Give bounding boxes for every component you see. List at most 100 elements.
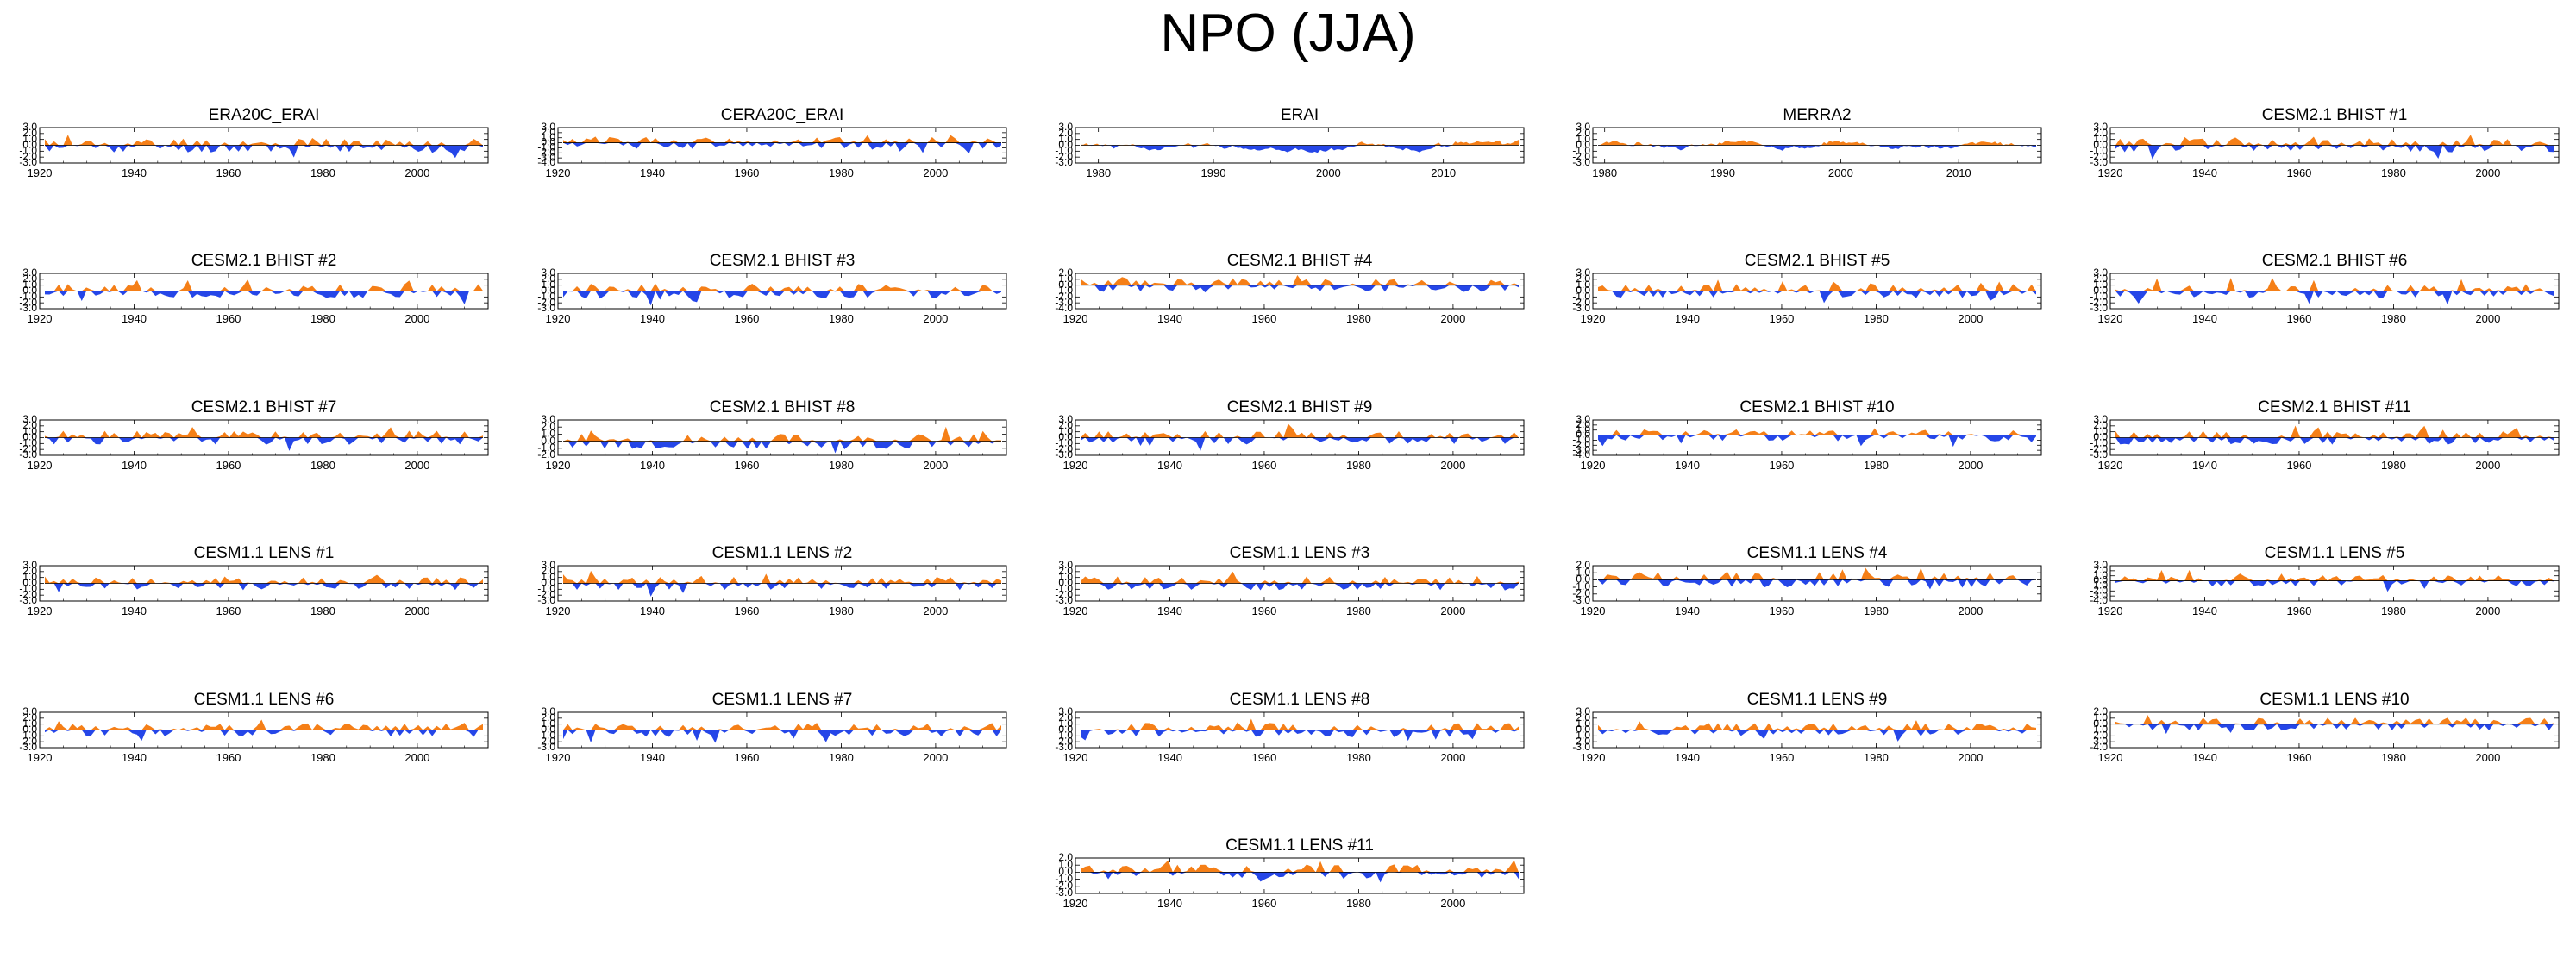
y-tick-label: 0.0 bbox=[1576, 429, 1590, 441]
x-tick-label: 1920 bbox=[2098, 751, 2123, 764]
positive-anomaly-area bbox=[1081, 423, 1519, 438]
y-tick-label: -2.0 bbox=[2090, 150, 2108, 162]
y-tick-label: -3.0 bbox=[19, 741, 37, 753]
y-tick-label: 1.0 bbox=[2093, 569, 2108, 581]
panel-title: CESM1.1 LENS #10 bbox=[2259, 691, 2409, 709]
x-tick-label: 1940 bbox=[640, 312, 665, 325]
x-tick-label: 2000 bbox=[1440, 897, 1465, 910]
x-tick-label: 1940 bbox=[2192, 459, 2217, 472]
y-tick-label: -1.0 bbox=[2090, 145, 2108, 157]
y-tick-label: 2.0 bbox=[22, 711, 37, 724]
y-tick-label: 0.0 bbox=[541, 724, 555, 736]
y-tick-label: 3.0 bbox=[541, 705, 555, 717]
x-tick-label: 1960 bbox=[734, 751, 759, 764]
x-tick-label: 1960 bbox=[216, 312, 241, 325]
panel-10: CESM2.1 BHIST #6 3.02.01.00.0-1.0-2.0-3.0… bbox=[2090, 252, 2560, 325]
negative-anomaly-area bbox=[45, 145, 483, 159]
panel-26: CESM1.1 LENS #11 2.01.00.0-1.0-2.0-3.0192… bbox=[1055, 836, 1525, 910]
x-tick-label: 1980 bbox=[2381, 312, 2406, 325]
x-tick-label: 1920 bbox=[28, 605, 53, 617]
y-tick-label: 1.0 bbox=[1058, 717, 1073, 730]
x-tick-label: 2000 bbox=[404, 605, 429, 617]
y-tick-label: 3.0 bbox=[541, 413, 555, 425]
panel-22: CESM1.1 LENS #73.02.01.00.0-1.0-2.0-3.01… bbox=[537, 691, 1007, 764]
panel-title: CESM1.1 LENS #7 bbox=[712, 691, 853, 709]
x-tick-label: 1920 bbox=[1063, 897, 1088, 910]
y-tick-label: -2.0 bbox=[537, 146, 555, 158]
x-tick-label: 1980 bbox=[2381, 166, 2406, 179]
y-tick-label: -1.0 bbox=[2090, 437, 2108, 449]
y-tick-label: 0.0 bbox=[1058, 866, 1073, 878]
x-tick-label: 1980 bbox=[1086, 166, 1111, 179]
positive-anomaly-area bbox=[1598, 567, 2036, 580]
panel-title: MERRA2 bbox=[1783, 106, 1851, 124]
y-tick-label: 2.0 bbox=[22, 127, 37, 139]
x-tick-label: 1980 bbox=[829, 166, 854, 179]
y-tick-label: 1.0 bbox=[1576, 566, 1590, 578]
x-tick-label: 1920 bbox=[28, 312, 53, 325]
panel-23: CESM1.1 LENS #83.02.01.00.0-1.0-2.0-3.01… bbox=[1055, 691, 1525, 764]
y-tick-label: -1.0 bbox=[1572, 145, 1590, 157]
x-tick-label: 1960 bbox=[2286, 459, 2311, 472]
panel-title: CESM2.1 BHIST #8 bbox=[710, 398, 856, 417]
y-tick-label: 2.0 bbox=[541, 565, 555, 577]
positive-anomaly-area bbox=[45, 427, 483, 438]
y-tick-label: 3.0 bbox=[2093, 559, 2108, 571]
y-tick-label: 1.0 bbox=[1058, 858, 1073, 870]
y-tick-label: -1.0 bbox=[19, 291, 37, 303]
positive-anomaly-area bbox=[45, 135, 483, 146]
panel-13: CESM2.1 BHIST #9 3.02.01.00.0-1.0-2.0-3.0… bbox=[1055, 398, 1525, 472]
y-tick-label: 0.0 bbox=[1576, 285, 1590, 297]
y-tick-label: 0.0 bbox=[1058, 139, 1073, 151]
y-tick-label: -3.0 bbox=[19, 448, 37, 460]
panel-9: CESM2.1 BHIST #5 3.02.01.00.0-1.0-2.0-3.0… bbox=[1572, 252, 2042, 325]
x-tick-label: 1980 bbox=[310, 166, 335, 179]
x-tick-label: 2000 bbox=[1440, 605, 1465, 617]
negative-anomaly-area bbox=[1081, 145, 1519, 153]
y-tick-label: 1.0 bbox=[1058, 425, 1073, 437]
y-tick-label: -3.0 bbox=[1055, 156, 1073, 168]
y-tick-label: -4.0 bbox=[2090, 594, 2108, 606]
y-tick-label: -3.0 bbox=[537, 594, 555, 606]
y-tick-label: 3.0 bbox=[1576, 266, 1590, 279]
y-tick-label: 1.0 bbox=[2093, 279, 2108, 291]
plot-frame bbox=[557, 419, 1007, 456]
y-tick-label: -2.0 bbox=[1572, 296, 1590, 308]
negative-anomaly-area bbox=[1081, 583, 1519, 591]
y-tick-label: -1.0 bbox=[537, 141, 555, 153]
x-tick-label: 1980 bbox=[2381, 605, 2406, 617]
y-tick-label: 2.0 bbox=[1058, 266, 1073, 279]
panel-title: CESM1.1 LENS #9 bbox=[1747, 691, 1888, 709]
y-tick-label: 1.0 bbox=[541, 279, 555, 291]
positive-anomaly-area bbox=[563, 723, 1001, 730]
x-tick-label: 1980 bbox=[829, 459, 854, 472]
x-tick-label: 1920 bbox=[1581, 751, 1606, 764]
y-tick-label: -1.0 bbox=[1055, 285, 1073, 297]
y-tick-label: -3.0 bbox=[1055, 886, 1073, 899]
y-tick-label: 3.0 bbox=[1058, 705, 1073, 717]
x-tick-label: 1940 bbox=[1675, 751, 1700, 764]
x-tick-label: 2000 bbox=[923, 312, 948, 325]
x-tick-label: 1920 bbox=[546, 312, 571, 325]
positive-anomaly-area bbox=[2115, 278, 2554, 291]
y-tick-label: -1.0 bbox=[19, 583, 37, 595]
x-tick-label: 2000 bbox=[404, 312, 429, 325]
negative-anomaly-area bbox=[1598, 579, 2036, 590]
y-tick-label: 2.0 bbox=[2093, 564, 2108, 576]
x-tick-label: 2000 bbox=[1958, 312, 1983, 325]
y-tick-label: -2.0 bbox=[2090, 730, 2108, 742]
y-tick-label: -3.0 bbox=[1572, 156, 1590, 168]
y-tick-label: -4.0 bbox=[537, 156, 555, 168]
panel-17: CESM1.1 LENS #23.02.01.00.0-1.0-2.0-3.01… bbox=[537, 544, 1007, 617]
y-tick-label: -2.0 bbox=[1055, 150, 1073, 162]
x-tick-label: 1920 bbox=[546, 459, 571, 472]
panel-11: CESM2.1 BHIST #7 3.02.01.00.0-1.0-2.0-3.0… bbox=[19, 398, 489, 472]
panel-title: CESM2.1 BHIST #7 bbox=[191, 398, 337, 417]
x-tick-label: 2010 bbox=[1431, 166, 1456, 179]
panel-title: CESM2.1 BHIST #5 bbox=[1745, 252, 1890, 270]
negative-anomaly-area bbox=[45, 583, 483, 592]
x-tick-label: 1920 bbox=[546, 166, 571, 179]
